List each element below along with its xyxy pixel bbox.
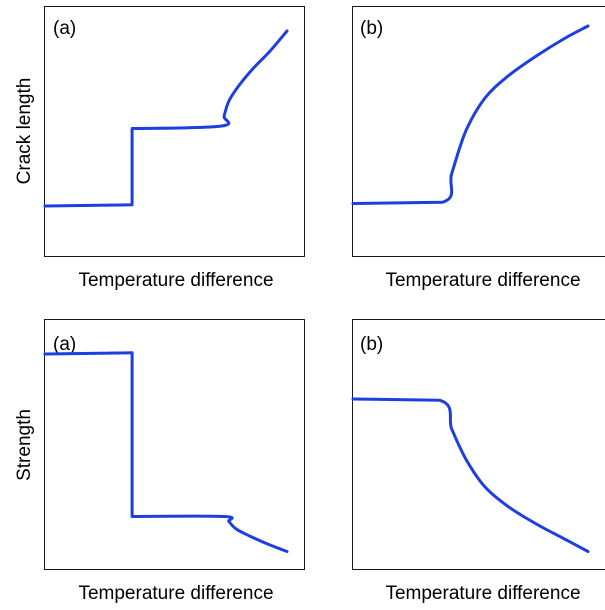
panel-label: (a) [53, 334, 76, 355]
data-series-line [43, 351, 289, 553]
plot-frame [352, 6, 605, 257]
data-series-line [351, 24, 590, 205]
x-axis-label: Temperature difference [78, 583, 273, 604]
panel-label: (a) [53, 18, 76, 39]
x-axis-label: Temperature difference [385, 583, 580, 604]
panel-crack-length-b: (b) Temperature difference [351, 6, 605, 291]
x-axis-label: Temperature difference [385, 270, 580, 291]
x-axis-label: Temperature difference [78, 270, 273, 291]
panel-label: (b) [360, 334, 383, 355]
data-series-line [43, 29, 289, 208]
panel-strength-a: (a) Strength Temperature difference [14, 319, 305, 604]
y-axis-label: Crack length [14, 78, 35, 185]
plot-frame [44, 6, 305, 257]
panel-strength-b: (b) Temperature difference [351, 319, 605, 604]
panel-crack-length-a: (a) Crack length Temperature difference [14, 6, 305, 291]
plot-frame [352, 319, 605, 570]
y-axis-label: Strength [14, 409, 35, 481]
panel-label: (b) [360, 18, 383, 39]
plot-frame [44, 319, 305, 570]
data-series-line [351, 397, 590, 553]
